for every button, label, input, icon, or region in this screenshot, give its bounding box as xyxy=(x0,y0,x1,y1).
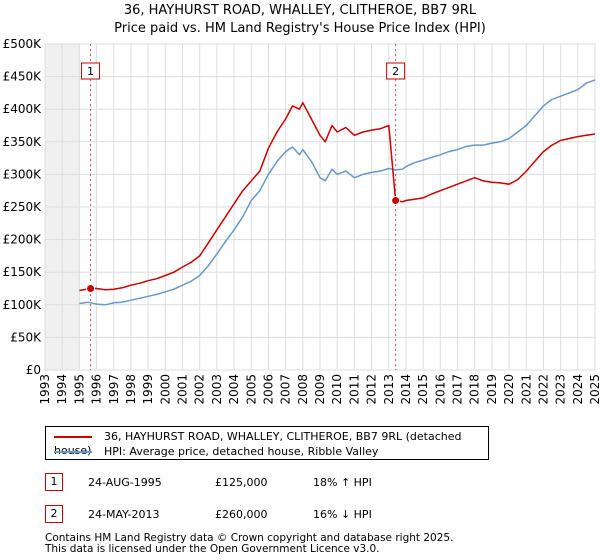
gridlines xyxy=(44,43,596,371)
y-tick-label: £250K xyxy=(3,200,43,214)
chart-title-line2: Price paid vs. HM Land Registry's House … xyxy=(114,21,486,36)
sale-markers xyxy=(86,195,401,293)
x-tick-label: 2011 xyxy=(347,374,361,405)
sale-hpi-diff: 18% ↑ HPI xyxy=(313,476,372,489)
sale-price: £260,000 xyxy=(215,508,268,521)
price-chart: £0 £50K £100K £150K £200K £250K £300K £350K £400… xyxy=(3,37,600,405)
x-tick-label: 2025 xyxy=(588,374,600,405)
sale-label-box xyxy=(386,62,406,80)
footer-licence: This data is licensed under the Open Gov… xyxy=(45,543,380,555)
legend: 36, HAYHURST ROAD, WHALLEY, CLITHEROE, B… xyxy=(45,426,489,460)
x-tick-label: 2013 xyxy=(382,374,396,405)
y-tick-label: £450K xyxy=(3,70,43,84)
sale-label-text: 1 xyxy=(87,65,94,78)
x-tick-label: 2007 xyxy=(279,374,293,405)
y-tick-label: £400K xyxy=(3,102,43,116)
legend-label-property: 36, HAYHURST ROAD, WHALLEY, CLITHEROE, B… xyxy=(54,430,462,457)
x-tick-label: 2021 xyxy=(519,374,533,405)
x-tick-label: 2020 xyxy=(502,374,516,405)
x-tick-label: 2014 xyxy=(399,374,413,405)
sale-point xyxy=(86,284,96,293)
x-tick-label: 2001 xyxy=(176,374,190,405)
sale-marker-badge: 2 xyxy=(45,505,63,523)
y-tick-label: £150K xyxy=(3,265,43,279)
y-tick-label: £0 xyxy=(26,363,41,377)
sale-label-box xyxy=(81,62,101,80)
x-tick-label: 2003 xyxy=(210,374,224,405)
x-tick-label: 2009 xyxy=(313,374,327,405)
legend-swatch-hpi xyxy=(54,451,92,453)
x-tick-label: 2018 xyxy=(468,374,482,405)
x-tick-label: 2006 xyxy=(261,374,275,405)
x-tick-label: 2017 xyxy=(451,374,465,405)
x-tick-label: 1999 xyxy=(141,374,155,405)
y-tick-label: £100K xyxy=(3,298,43,312)
y-tick-label: £50K xyxy=(10,330,42,344)
sale-point xyxy=(391,195,401,205)
sale-date: 24-AUG-1995 xyxy=(88,476,162,489)
x-tick-label: 2004 xyxy=(227,374,241,405)
x-tick-label: 2008 xyxy=(296,374,310,405)
sale-price: £125,000 xyxy=(215,476,268,489)
y-tick-label: £300K xyxy=(3,167,43,181)
x-tick-label: 1993 xyxy=(38,374,52,405)
x-tick-label: 2016 xyxy=(433,374,447,405)
y-axis-tick-labels: £0 £50K £100K £150K £200K £250K £300K £350K £400… xyxy=(3,37,43,377)
chart-title-line1: 36, HAYHURST ROAD, WHALLEY, CLITHEROE, B… xyxy=(123,3,477,18)
series-line-property xyxy=(79,101,596,292)
legend-item-property: 36, HAYHURST ROAD, WHALLEY, CLITHEROE, B… xyxy=(54,430,488,457)
legend-label-hpi: HPI: Average price, detached house, Ribb… xyxy=(104,445,379,458)
x-tick-label: 2012 xyxy=(365,374,379,405)
footer-copyright: Contains HM Land Registry data © Crown c… xyxy=(45,532,454,544)
x-tick-label: 2022 xyxy=(536,374,550,405)
y-tick-label: £500K xyxy=(3,37,43,51)
x-tick-label: 1994 xyxy=(55,374,69,405)
x-tick-label: 2023 xyxy=(554,374,568,405)
y-tick-label: £200K xyxy=(3,233,43,247)
x-axis-tick-labels: 1993 1994 1995 1996 1997 1998 1999 2000 2001 2002… xyxy=(38,374,600,405)
legend-swatch-property xyxy=(54,436,92,438)
x-tick-label: 2019 xyxy=(485,374,499,405)
x-tick-label: 2015 xyxy=(416,374,430,405)
x-tick-label: 1997 xyxy=(107,374,121,405)
sale-marker-badge: 1 xyxy=(45,473,63,491)
x-tick-label: 2000 xyxy=(158,374,172,405)
x-tick-label: 2005 xyxy=(244,374,258,405)
sale-hpi-diff: 16% ↓ HPI xyxy=(313,508,372,521)
series-lines xyxy=(79,79,596,306)
x-tick-label: 1996 xyxy=(90,374,104,405)
series-line-hpi xyxy=(79,79,596,306)
x-tick-label: 1995 xyxy=(72,374,86,405)
x-tick-label: 2024 xyxy=(571,374,585,405)
sale-row-2: 2 24-MAY-2013 £260,000 16% ↓ HPI xyxy=(0,505,600,525)
legend-item-hpi: HPI: Average price, detached house, Ribb… xyxy=(54,445,378,459)
sale-row-1: 1 24-AUG-1995 £125,000 18% ↑ HPI xyxy=(0,473,600,493)
x-tick-label: 2010 xyxy=(330,374,344,405)
x-tick-label: 2002 xyxy=(193,374,207,405)
x-tick-label: 1998 xyxy=(124,374,138,405)
sale-label-text: 2 xyxy=(392,65,399,78)
sale-date: 24-MAY-2013 xyxy=(88,508,160,521)
y-tick-label: £350K xyxy=(3,135,43,149)
